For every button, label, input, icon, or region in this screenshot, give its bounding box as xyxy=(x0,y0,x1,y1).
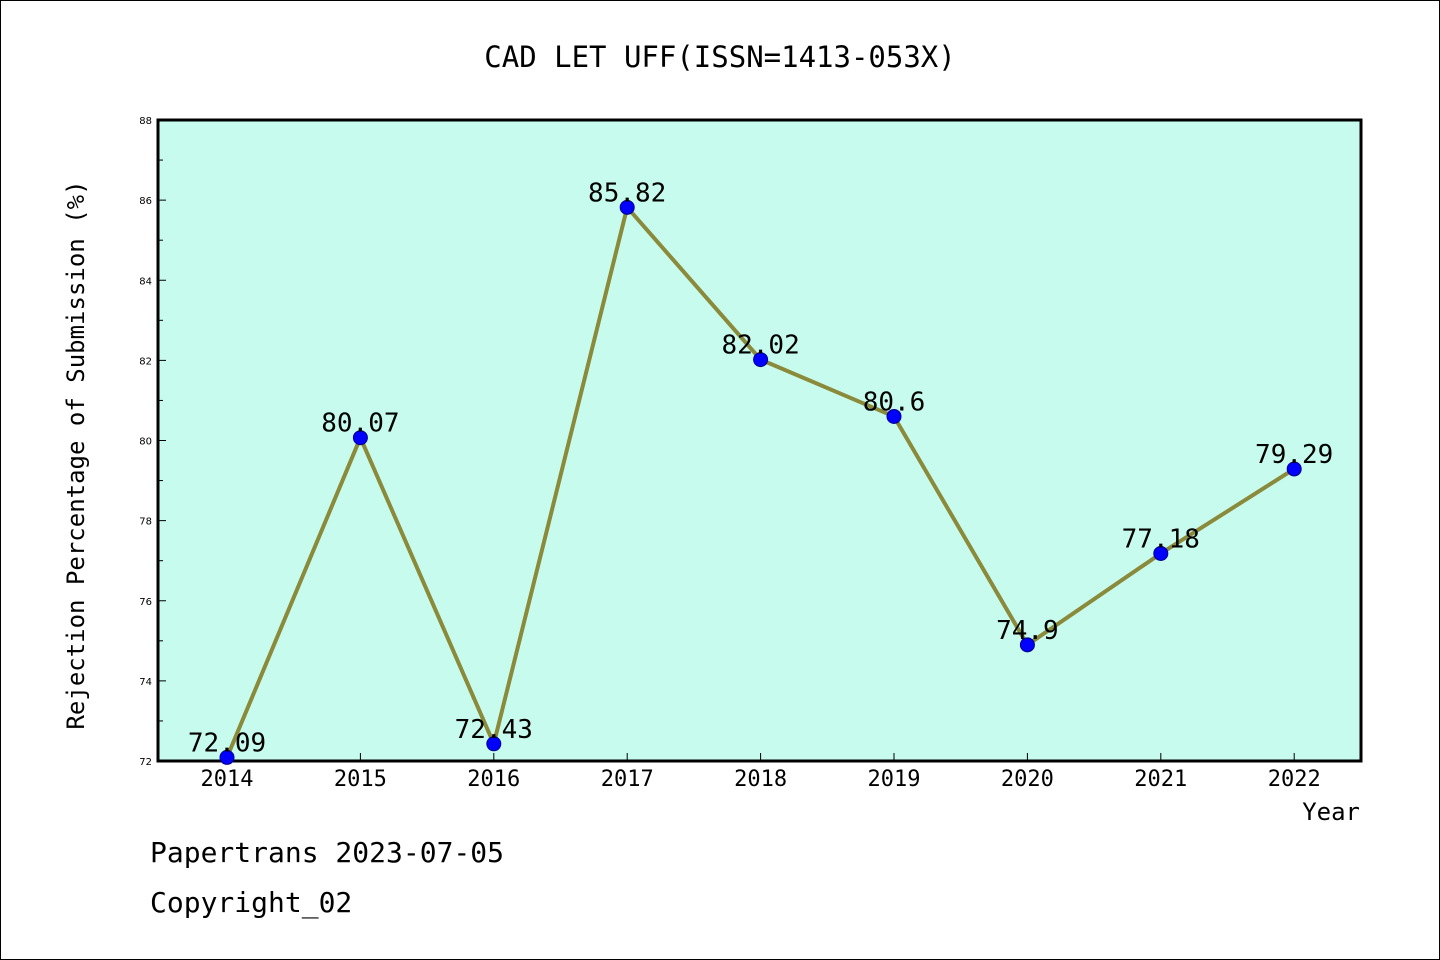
data-point-marker xyxy=(486,736,502,752)
x-tick-label: 2020 xyxy=(1001,767,1054,792)
x-tick-label: 2019 xyxy=(868,767,921,792)
data-label: 74.9 xyxy=(996,616,1059,646)
plot-area xyxy=(156,118,1363,763)
y-tick-label: 84 xyxy=(139,276,152,287)
chart-title: CAD LET UFF(ISSN=1413-053X) xyxy=(484,40,955,74)
data-label: 80.6 xyxy=(863,387,926,417)
y-tick-label: 86 xyxy=(139,196,152,207)
data-point-marker xyxy=(619,199,635,215)
y-tick-label: 74 xyxy=(139,677,152,688)
data-point-marker xyxy=(1286,461,1302,477)
x-axis: 2014 2015 2016 2017 2018 2019 2020 2021 2022 xyxy=(201,753,1321,792)
data-label: 72.43 xyxy=(455,715,533,745)
y-tick-label: 72 xyxy=(139,757,152,768)
x-tick-label: 2015 xyxy=(334,767,387,792)
data-label: 82.02 xyxy=(721,331,799,361)
data-label: 85.82 xyxy=(588,178,666,208)
y-tick-label: 88 xyxy=(139,116,152,127)
x-tick-label: 2021 xyxy=(1134,767,1187,792)
data-label: 79.29 xyxy=(1255,440,1333,470)
data-label: 80.07 xyxy=(321,409,399,439)
data-label: 77.18 xyxy=(1122,524,1200,554)
y-axis-label: Rejection Percentage of Submission (%) xyxy=(62,180,90,729)
y-tick-label: 76 xyxy=(139,597,152,608)
data-point-marker xyxy=(1153,545,1169,561)
markers-group xyxy=(219,199,1302,765)
y-tick-label: 82 xyxy=(139,356,152,367)
footer-date-text: Papertrans 2023-07-05 xyxy=(150,836,505,869)
y-axis: 72 74 76 78 80 82 84 86 88 xyxy=(139,116,166,768)
data-labels-group: 72.09 80.07 72.43 85.82 82.02 80.6 74.9 77.18 79… xyxy=(188,178,1333,758)
x-tick-label: 2017 xyxy=(601,767,654,792)
data-point-marker xyxy=(753,352,769,368)
data-label: 72.09 xyxy=(188,728,266,758)
data-point-marker xyxy=(352,430,368,446)
data-point-marker xyxy=(1019,637,1035,653)
y-tick-label: 80 xyxy=(139,437,152,448)
x-tick-label: 2022 xyxy=(1268,767,1321,792)
x-tick-label: 2014 xyxy=(201,767,254,792)
data-point-marker xyxy=(886,408,902,424)
y-tick-label: 78 xyxy=(139,517,152,528)
x-tick-label: 2018 xyxy=(734,767,787,792)
x-axis-label: Year xyxy=(1302,798,1360,826)
x-tick-label: 2016 xyxy=(467,767,520,792)
data-point-marker xyxy=(219,749,235,765)
footer-copyright-text: Copyright_02 xyxy=(150,886,353,919)
